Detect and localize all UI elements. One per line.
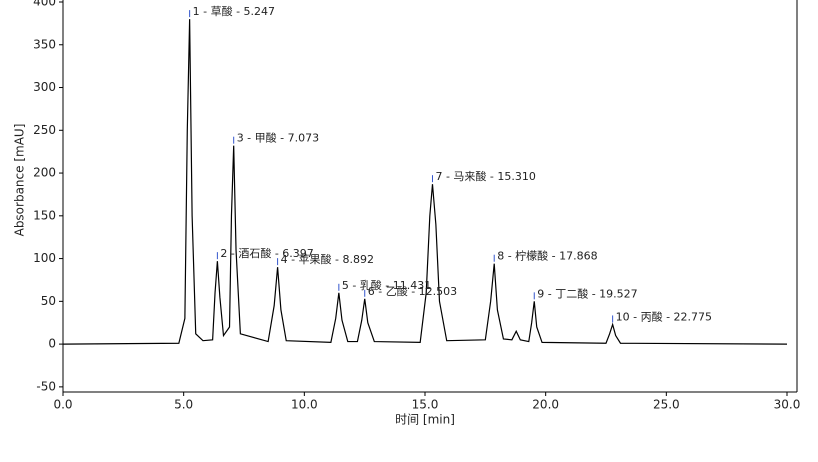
y-tick-label: 250: [33, 123, 56, 137]
y-tick-label: 0: [48, 337, 56, 351]
peak-label: 1 - 草酸 - 5.247: [193, 4, 275, 18]
trace: [62, 19, 788, 345]
x-tick-label: 25.0: [653, 398, 680, 412]
y-tick-label: 50: [41, 294, 56, 308]
y-tick-label: -50: [36, 379, 56, 393]
peak-label: 2 - 酒石酸 - 6.397: [220, 246, 313, 260]
y-tick-label: 200: [33, 166, 56, 180]
peak-label: 5 - 乳酸 - 11.431: [342, 278, 431, 292]
y-tick-label: 300: [33, 80, 56, 94]
y-axis-label: Absorbance [mAU]: [13, 124, 27, 237]
x-tick-label: 10.0: [291, 398, 318, 412]
x-tick-label: 20.0: [532, 398, 559, 412]
y-tick-label: 150: [33, 208, 56, 222]
peak-label: 4 - 苹果酸 - 8.892: [281, 252, 374, 266]
x-tick-label: 30.0: [774, 398, 801, 412]
y-tick-label: 100: [33, 251, 56, 265]
peak-label: 10 - 丙酸 - 22.775: [616, 309, 712, 323]
peak-label: 6 - 乙酸 - 12.503: [368, 284, 457, 298]
peak-label: 3 - 甲酸 - 7.073: [237, 131, 319, 145]
y-tick-label: 400: [33, 0, 56, 9]
y-tick-label: 350: [33, 37, 56, 51]
x-axis-label: 时间 [min]: [395, 413, 455, 427]
x-tick-label: 5.0: [174, 398, 193, 412]
peak-label: 7 - 马来酸 - 15.310: [435, 169, 535, 183]
peak-label: 8 - 柠檬酸 - 17.868: [497, 249, 597, 263]
peak-label: 9 - 丁二酸 - 19.527: [537, 286, 637, 300]
x-tick-label: 0.0: [53, 398, 72, 412]
x-tick-label: 15.0: [412, 398, 439, 412]
